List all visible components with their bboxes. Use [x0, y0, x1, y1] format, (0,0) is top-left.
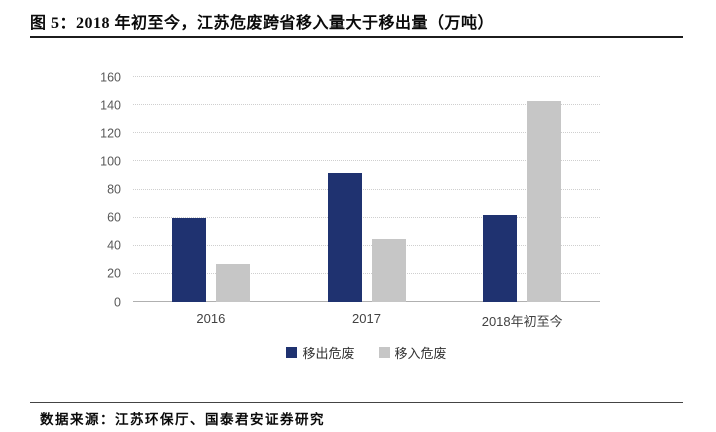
gridline: [133, 244, 600, 246]
legend-label: 移出危废: [302, 346, 355, 361]
legend-item: 移入危废: [378, 343, 447, 362]
chart: 0 20 40 60 80 100 120 140 160: [100, 71, 600, 308]
bar: [483, 214, 518, 302]
y-tick-label: 60: [107, 210, 121, 225]
title-rule: [30, 36, 683, 38]
gridline: [133, 132, 600, 134]
x-axis-labels: 2016 2017 2018年初至今: [133, 311, 600, 330]
data-source: 数据来源：江苏环保厅、国泰君安证券研究: [40, 412, 325, 427]
bar: [327, 172, 362, 302]
bar: [171, 217, 206, 302]
legend: 移出危废 移入危废: [133, 343, 600, 362]
x-axis-label: 2017: [352, 311, 381, 326]
y-tick-label: 100: [100, 154, 121, 169]
y-tick-label: 160: [100, 69, 121, 84]
x-axis-label: 2018年初至今: [481, 314, 563, 329]
y-tick-label: 140: [100, 97, 121, 112]
legend-item: 移出危废: [286, 343, 355, 362]
gridline: [133, 301, 600, 302]
y-axis: 0 20 40 60 80 100 120 140 160: [81, 71, 133, 308]
gridline: [133, 104, 600, 106]
legend-swatch-icon: [286, 347, 298, 358]
source-rule: [30, 402, 683, 403]
gridline: [133, 216, 600, 218]
bar: [371, 238, 406, 302]
gridline: [133, 272, 600, 274]
gridline: [133, 188, 600, 190]
x-axis-label: 2016: [196, 311, 226, 326]
plot-area: [133, 76, 600, 302]
bar-group: [289, 77, 445, 302]
y-tick-label: 120: [100, 126, 121, 140]
legend-label: 移入危废: [394, 346, 447, 361]
y-tick-label: 0: [114, 294, 121, 309]
bar-groups: [133, 77, 600, 302]
bar: [215, 264, 250, 302]
y-tick-label: 80: [107, 182, 121, 197]
bar-group: [444, 77, 600, 302]
bar: [527, 100, 562, 302]
bar-group: [133, 77, 289, 302]
y-tick-label: 40: [107, 238, 121, 253]
gridline: [133, 76, 600, 77]
gridline: [133, 160, 600, 162]
y-tick-label: 20: [107, 266, 121, 281]
legend-swatch-icon: [378, 347, 390, 358]
figure-title: 图 5：2018 年初至今，江苏危废跨省移入量大于移出量（万吨）: [30, 15, 495, 32]
